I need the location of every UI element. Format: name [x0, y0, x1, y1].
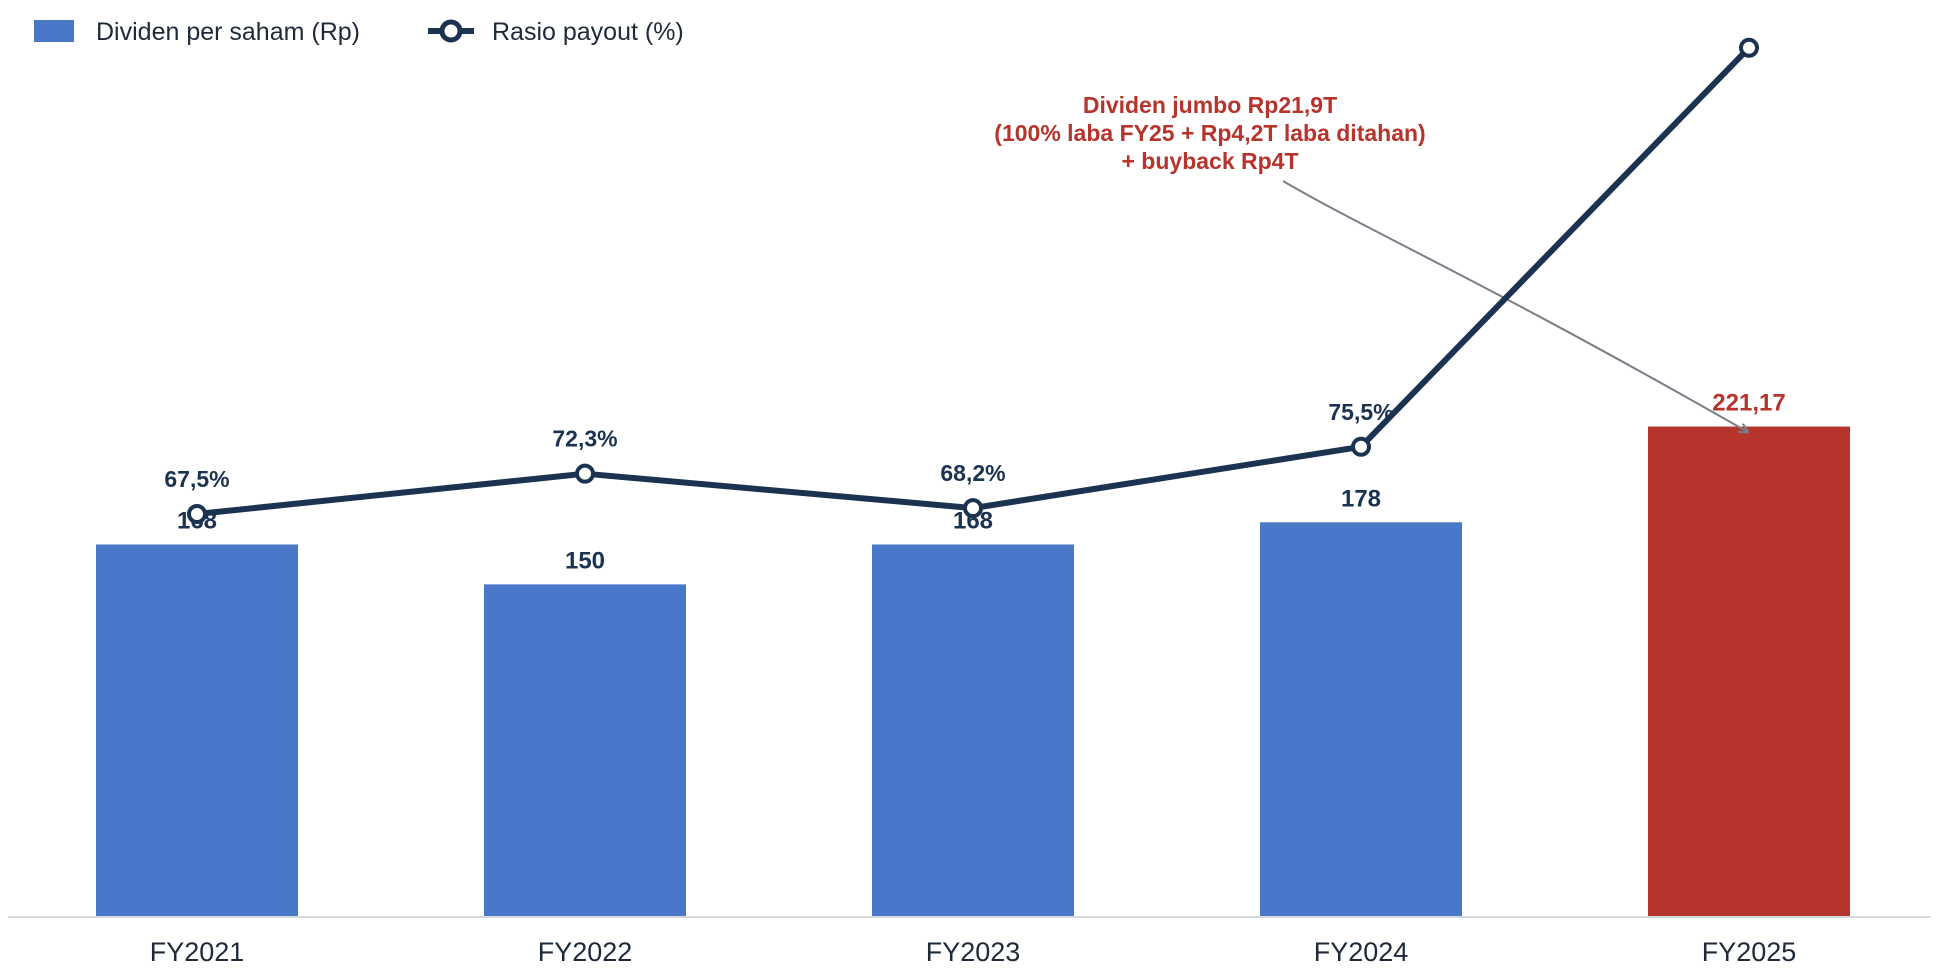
legend-line-swatch — [428, 19, 474, 43]
line-series — [187, 37, 1759, 524]
payout-label-fy2021: 67,5% — [164, 466, 229, 492]
line-value-labels: 67,5%72,3%68,2%75,5%123,0% — [164, 399, 1393, 492]
payout-line — [196, 45, 1752, 517]
bar-value-label-fy2024: 178 — [1341, 485, 1381, 512]
bar-fy2025 — [1648, 426, 1850, 917]
bar-series — [96, 426, 1850, 917]
x-tick-label-fy2023: FY2023 — [926, 937, 1021, 967]
legend: Dividen per saham (Rp) Rasio payout (%) — [34, 18, 684, 46]
payout-point-fy2024 — [1351, 436, 1371, 457]
x-tick-label-fy2025: FY2025 — [1702, 937, 1797, 967]
payout-point-fy2023 — [963, 498, 983, 519]
bar-value-label-fy2025: 221,17 — [1712, 390, 1785, 417]
x-tick-label-fy2024: FY2024 — [1314, 937, 1409, 967]
annotation-line-2: (100% laba FY25 + Rp4,2T laba ditahan) — [994, 120, 1425, 146]
bar-fy2023 — [872, 544, 1074, 917]
annotation-arrow — [1282, 180, 1747, 432]
annotation-line-3: + buyback Rp4T — [1121, 148, 1298, 174]
payout-label-fy2023: 68,2% — [940, 460, 1005, 486]
bar-fy2022 — [484, 584, 686, 917]
payout-point-fy2025 — [1739, 37, 1759, 58]
legend-bar-label: Dividen per saham (Rp) — [96, 18, 360, 46]
payout-point-fy2021 — [187, 504, 207, 524]
annotation: Dividen jumbo Rp21,9T (100% laba FY25 + … — [994, 92, 1747, 432]
bar-fy2021 — [96, 544, 298, 917]
x-tick-label-fy2021: FY2021 — [150, 937, 245, 967]
bar-fy2024 — [1260, 522, 1462, 917]
x-tick-label-fy2022: FY2022 — [538, 937, 633, 967]
legend-bar-swatch — [34, 20, 74, 42]
annotation-line-1: Dividen jumbo Rp21,9T — [1083, 92, 1337, 118]
payout-point-fy2022 — [575, 463, 595, 484]
bar-value-labels: 168150168178221,17 — [177, 390, 1786, 575]
payout-label-fy2024: 75,5% — [1328, 399, 1393, 425]
legend-line-label: Rasio payout (%) — [492, 18, 684, 46]
bar-value-label-fy2022: 150 — [565, 547, 605, 574]
payout-label-fy2022: 72,3% — [552, 426, 617, 452]
category-labels: FY2021 FY2022 FY2023 FY2024 FY2025 — [150, 937, 1797, 967]
